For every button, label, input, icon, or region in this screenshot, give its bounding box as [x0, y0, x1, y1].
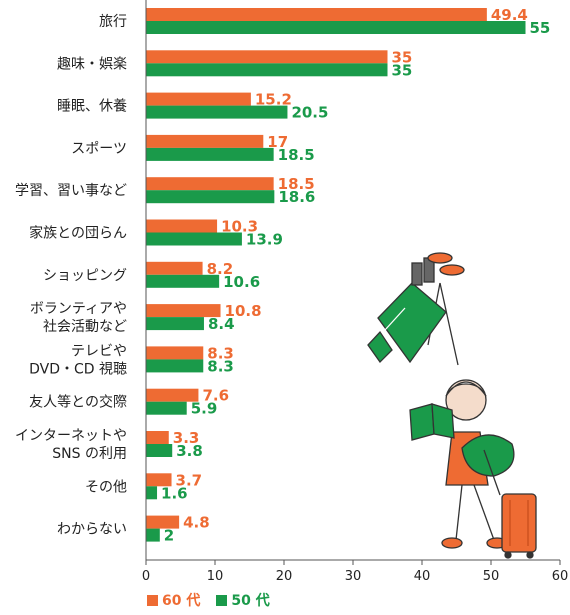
category-label-4: 学習、習い事など — [15, 183, 127, 199]
bar-50s-12 — [146, 528, 160, 542]
value-label-60s-1: 35 — [392, 48, 413, 66]
x-tick-label-5: 50 — [483, 569, 500, 584]
category-label-5: 家族との団らん — [29, 225, 127, 242]
bar-50s-1 — [146, 63, 388, 77]
bar-60s-4 — [146, 177, 274, 191]
bar-50s-9 — [146, 401, 187, 415]
value-label-50s-2: 20.5 — [291, 104, 328, 122]
legend-swatch-60s — [147, 594, 158, 606]
category-label-1: 趣味・娯楽 — [57, 56, 127, 72]
value-label-60s-10: 3.3 — [173, 429, 200, 447]
x-tick-label-3: 30 — [345, 569, 362, 584]
value-label-60s-4: 18.5 — [278, 175, 315, 193]
bar-60s-2 — [146, 92, 251, 106]
value-label-50s-1: 35 — [392, 61, 413, 79]
value-label-60s-2: 15.2 — [255, 91, 292, 109]
labels-layer: 49.455旅行3535趣味・娯楽15.220.5睡眠、休養1718.5スポーツ… — [15, 6, 550, 545]
value-label-50s-4: 18.6 — [278, 188, 315, 206]
bar-50s-10 — [146, 444, 173, 457]
bar-50s-11 — [146, 486, 158, 500]
bar-60s-10 — [146, 431, 169, 444]
category-label-8: テレビや DVD・CD 視聴 — [29, 343, 127, 377]
category-label-0: 旅行 — [99, 14, 127, 30]
category-label-2: 睡眠、休養 — [57, 98, 127, 115]
bar-60s-3 — [146, 134, 264, 148]
value-label-50s-8: 8.3 — [207, 357, 234, 375]
value-label-60s-11: 3.7 — [176, 471, 203, 489]
bar-60s-7 — [146, 304, 221, 318]
value-label-50s-5: 13.9 — [246, 231, 283, 249]
bar-60s-12 — [146, 515, 180, 529]
value-label-50s-11: 1.6 — [161, 484, 188, 502]
value-label-50s-12: 2 — [164, 527, 174, 545]
category-label-6: ショッピング — [43, 268, 127, 284]
value-label-60s-7: 10.8 — [225, 302, 262, 320]
value-label-60s-9: 7.6 — [202, 387, 229, 405]
bar-50s-7 — [146, 317, 204, 331]
bar-60s-8 — [146, 346, 204, 360]
legend-item-60s: 60 代 — [147, 590, 200, 610]
value-label-50s-7: 8.4 — [208, 315, 235, 333]
bar-50s-6 — [146, 274, 220, 288]
category-label-7: ボランティアや社会活動など — [30, 301, 127, 335]
bar-60s-1 — [146, 50, 388, 64]
legend-item-50s: 50 代 — [216, 590, 270, 610]
bar-50s-5 — [146, 232, 242, 246]
bar-60s-6 — [146, 261, 203, 275]
bar-60s-0 — [146, 8, 487, 21]
category-label-9: 友人等との交際 — [29, 394, 127, 411]
value-label-50s-9: 5.9 — [191, 400, 218, 418]
legend-label-60s: 60 代 — [162, 593, 201, 609]
x-tick-label-6: 60 — [552, 569, 569, 584]
bar-50s-4 — [146, 190, 275, 204]
value-label-60s-6: 8.2 — [207, 260, 234, 278]
category-label-12: わからない — [57, 522, 127, 538]
value-label-50s-6: 10.6 — [223, 273, 260, 291]
value-label-60s-5: 10.3 — [221, 218, 258, 236]
value-label-60s-8: 8.3 — [207, 344, 234, 362]
x-tick-label-2: 20 — [276, 569, 293, 584]
category-label-10: インターネットや SNS の利用 — [15, 428, 127, 462]
legend: 60 代 50 代 — [147, 590, 270, 610]
category-label-11: その他 — [85, 479, 127, 495]
legend-swatch-50s — [216, 594, 228, 606]
value-label-50s-0: 55 — [530, 19, 551, 37]
bars-layer — [146, 8, 526, 542]
bar-60s-11 — [146, 473, 172, 487]
value-label-60s-12: 4.8 — [183, 514, 210, 532]
bar-50s-2 — [146, 105, 288, 119]
traveler-illustration — [409, 379, 537, 559]
legend-label-50s: 50 代 — [231, 593, 270, 609]
x-axis: 0 10 20 30 40 50 60 — [142, 0, 568, 584]
golf-bag-illustration — [367, 252, 465, 366]
value-label-60s-3: 17 — [267, 133, 288, 151]
bar-50s-3 — [146, 147, 274, 161]
value-label-60s-0: 49.4 — [491, 6, 528, 24]
category-label-3: スポーツ — [71, 141, 127, 157]
x-tick-label-4: 40 — [414, 569, 431, 584]
value-label-50s-10: 3.8 — [176, 442, 203, 460]
x-tick-label-1: 10 — [207, 569, 224, 584]
bar-50s-0 — [146, 21, 526, 34]
bar-50s-8 — [146, 359, 204, 373]
bar-60s-5 — [146, 219, 218, 233]
value-label-50s-3: 18.5 — [278, 146, 315, 164]
bar-60s-9 — [146, 388, 199, 402]
x-tick-label-0: 0 — [142, 569, 150, 584]
